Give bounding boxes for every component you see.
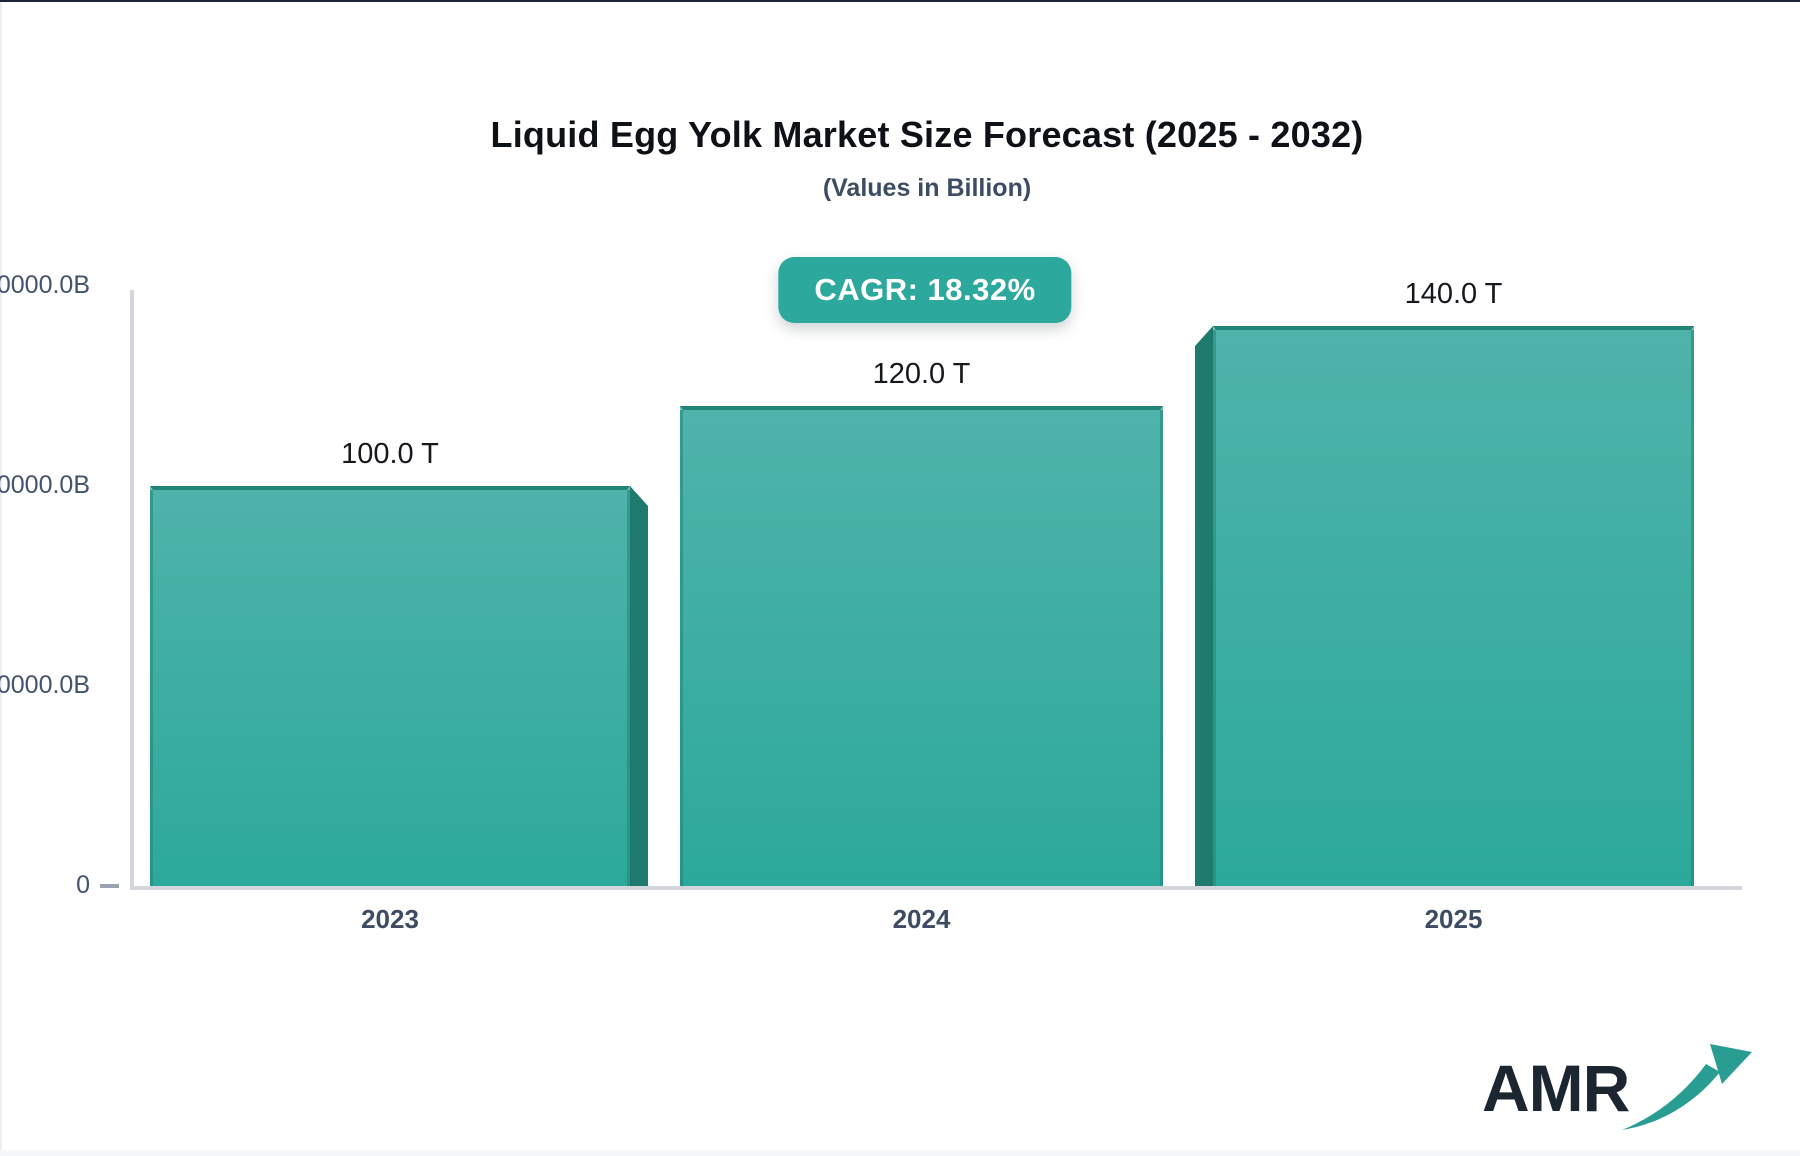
- x-axis-label-2023: 2023: [361, 904, 419, 934]
- y-axis-line: [130, 290, 134, 890]
- y-axis-tick-label: 0: [76, 871, 90, 899]
- x-axis-label-2024: 2024: [892, 904, 951, 934]
- bar-3d-shade-2025: [1195, 326, 1213, 886]
- bar-value-label: 100.0 T: [341, 438, 439, 470]
- y-axis-tick-label: 0000.0B: [0, 671, 90, 699]
- bar-2024: [680, 406, 1163, 886]
- bar-value-label: 140.0 T: [1404, 278, 1503, 310]
- cagr-badge: CAGR: 18.32%: [778, 257, 1072, 323]
- y-axis-tick-label: 0000.0B: [0, 471, 90, 499]
- page-bottom-edge: [0, 1150, 1800, 1156]
- page-left-edge: [0, 2, 2, 1156]
- chart-title: Liquid Egg Yolk Market Size Forecast (20…: [490, 114, 1364, 155]
- bar-2025: [1213, 326, 1694, 886]
- growth-arrow-icon: [1622, 1044, 1752, 1130]
- amr-logo-text: AMR: [1482, 1051, 1630, 1125]
- bar-3d-shade-2023: [630, 486, 648, 886]
- amr-logo: AMR: [1482, 1036, 1752, 1140]
- y-axis-tick-mark: [100, 884, 119, 888]
- chart-subtitle: (Values in Billion): [822, 174, 1032, 202]
- y-axis-tick-label: 0000.0B: [0, 271, 90, 299]
- x-axis-label-2025: 2025: [1424, 904, 1483, 934]
- bar-2023: [150, 486, 630, 886]
- x-axis-baseline: [130, 886, 1742, 890]
- bar-value-label: 120.0 T: [872, 358, 971, 390]
